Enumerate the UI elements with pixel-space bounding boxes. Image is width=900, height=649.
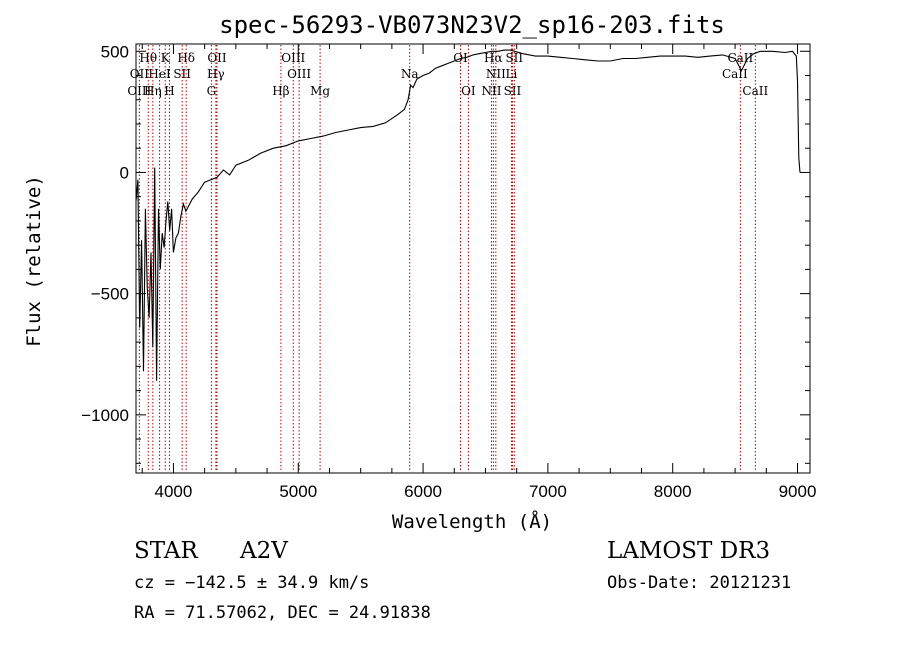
line-label: Na (401, 67, 419, 81)
x-tick-label: 7000 (529, 482, 567, 501)
survey-name: LAMOST DR3 (607, 538, 771, 564)
line-label: OIII (281, 51, 305, 65)
line-label: OII (130, 67, 150, 81)
line-label: Mg (310, 84, 330, 98)
spectrum-line (135, 49, 801, 381)
x-tick-label: 5000 (279, 482, 317, 501)
x-axis-label: Wavelength (Å) (392, 510, 552, 533)
line-label: Hα (484, 51, 503, 65)
line-label: Hδ (177, 51, 195, 65)
object-class: STAR (134, 538, 198, 564)
x-tick-label: 9000 (779, 482, 817, 501)
object-subclass: A2V (240, 538, 288, 564)
line-label: K (161, 51, 171, 65)
line-label: SII (173, 67, 191, 81)
line-label: CaII (742, 84, 768, 98)
y-tick-label: 500 (101, 42, 129, 61)
ra-dec-coordinates: RA = 71.57062, DEC = 24.91838 (134, 603, 431, 623)
line-label: OI (461, 84, 476, 98)
x-tick-label: 4000 (155, 482, 193, 501)
line-label: Hη (144, 84, 162, 98)
line-label: OIII (287, 67, 311, 81)
y-axis: −1000 −500 0 500 (81, 42, 810, 464)
chart-title: spec-56293-VB073N23V2_sp16-203.fits (219, 11, 725, 39)
line-label: SII (505, 51, 523, 65)
line-label: SII (504, 84, 522, 98)
x-tick-label: 8000 (654, 482, 692, 501)
line-label: NII (486, 67, 506, 81)
observation-date: Obs-Date: 20121231 (607, 573, 792, 593)
line-label: Hβ (272, 84, 289, 98)
x-tick-label: 6000 (404, 482, 442, 501)
x-axis: 4000 5000 6000 7000 8000 9000 (141, 44, 817, 501)
line-label: G (207, 84, 217, 98)
line-label: OIII (127, 84, 151, 98)
y-tick-label: 0 (120, 163, 129, 182)
line-label: Li (506, 67, 518, 81)
line-label: OII (207, 51, 227, 65)
plot-frame (135, 43, 811, 474)
line-label: Hθ (139, 51, 157, 65)
y-tick-label: −1000 (81, 406, 129, 425)
y-axis-label: Flux (relative) (23, 175, 45, 347)
line-label: NII (481, 84, 501, 98)
line-label: H (164, 84, 174, 98)
redshift-velocity: cz = −142.5 ± 34.9 km/s (134, 573, 370, 593)
line-label: Hγ (207, 67, 225, 81)
line-label: CaII (727, 51, 753, 65)
line-label: HeI (148, 67, 171, 81)
line-label: CaII (722, 67, 748, 81)
line-guides (138, 45, 756, 472)
y-tick-label: −500 (91, 285, 129, 304)
